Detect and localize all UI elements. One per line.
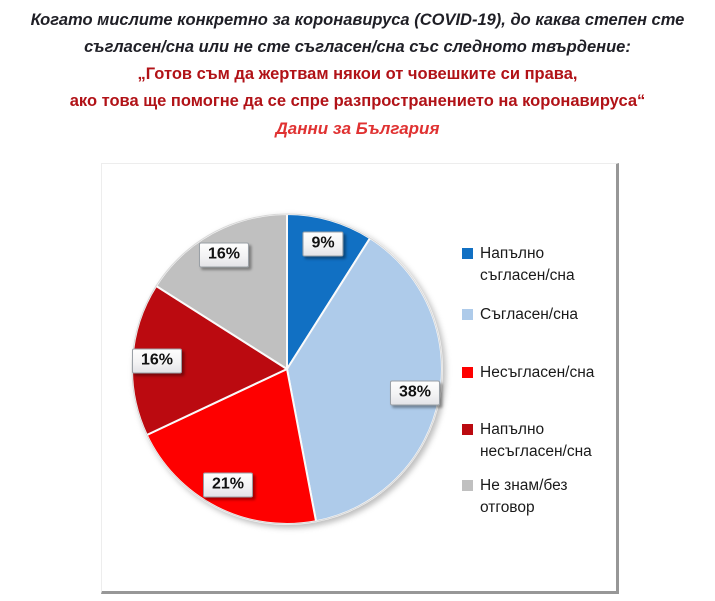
chart-subtitle: Данни за България (275, 119, 440, 138)
legend-color-swatch-icon (462, 248, 473, 259)
pie-label-3: 16% (131, 348, 183, 374)
legend-item-1: Съгласен/сна (462, 304, 612, 326)
question-line-2: съгласен/сна или не сте съгласен/сна със… (84, 38, 631, 56)
legend-label: Напълно несъгласен/сна (480, 421, 592, 460)
question-line-1: Когато мислите конкретно за коронавируса… (30, 11, 685, 29)
legend-color-swatch-icon (462, 480, 473, 491)
pie-label-2: 21% (202, 472, 254, 498)
pie-label-4: 16% (198, 242, 250, 268)
chart-container: Напълно съгласен/сна Съгласен/сна Несъглас… (101, 163, 619, 594)
legend-item-3: Напълно несъгласен/сна (462, 419, 612, 463)
chart-legend: Напълно съгласен/сна Съгласен/сна Несъглас… (462, 243, 612, 519)
legend-color-swatch-icon (462, 309, 473, 320)
pie-label-1: 38% (389, 380, 441, 406)
legend-color-swatch-icon (462, 367, 473, 378)
pie-chart (130, 213, 443, 525)
legend-label: Не знам/без отговор (480, 477, 568, 516)
legend-item-4: Не знам/без отговор (462, 475, 612, 519)
legend-label: Съгласен/сна (480, 306, 579, 323)
legend-label: Несъгласен/сна (480, 364, 595, 381)
statement-line-2: ако това ще помогне да се спре разпростр… (69, 92, 646, 110)
legend-label: Напълно съгласен/сна (480, 245, 575, 284)
legend-color-swatch-icon (462, 424, 473, 435)
legend-item-0: Напълно съгласен/сна (462, 243, 612, 287)
title-block: Когато мислите конкретно за коронавируса… (0, 0, 715, 142)
pie-label-0: 9% (302, 231, 344, 257)
legend-item-2: Несъгласен/сна (462, 362, 612, 384)
statement-line-1: „Готов съм да жертвам някои от човешките… (137, 65, 578, 83)
